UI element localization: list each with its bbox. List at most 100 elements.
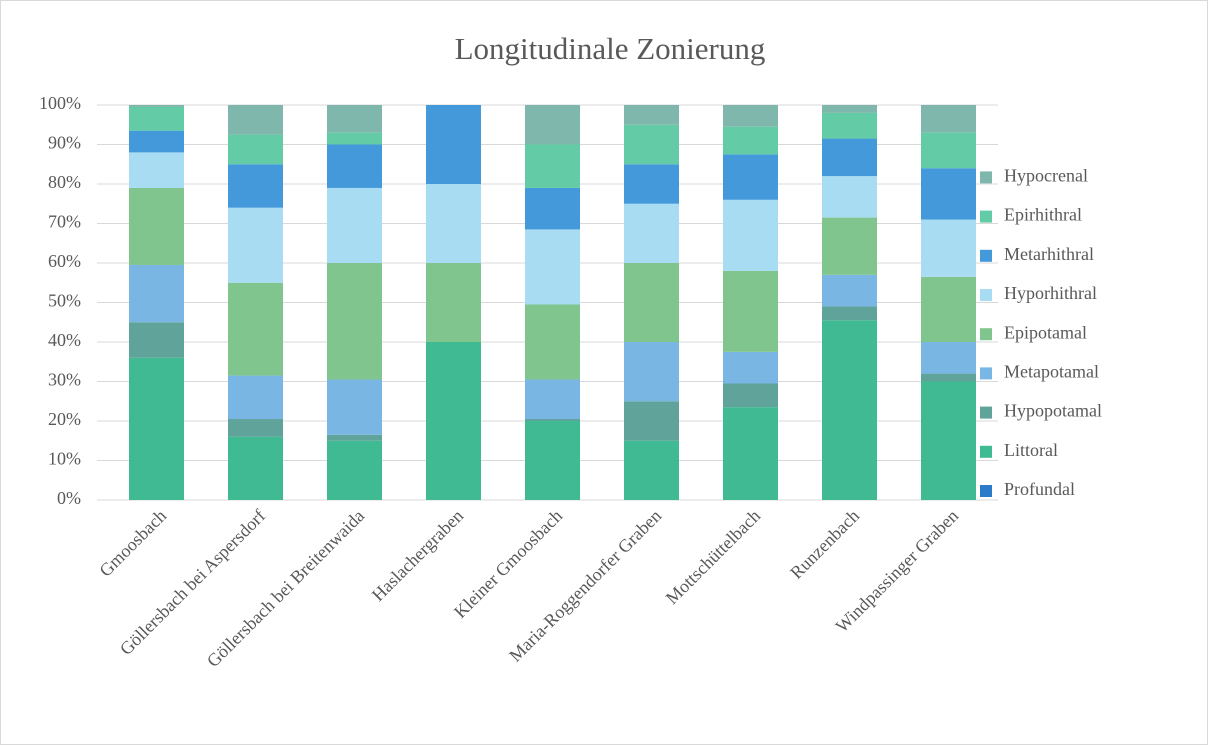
legend-label: Hypocrenal [1004, 166, 1088, 186]
bar-segment [723, 351, 778, 384]
bar-segment [327, 187, 382, 263]
bar-segment [327, 105, 382, 133]
bar-segment [921, 373, 976, 382]
bar-segment [921, 219, 976, 277]
legend-swatch [980, 171, 992, 184]
bar-segment [525, 144, 580, 188]
bar-segment [327, 434, 382, 441]
bar-segment [426, 184, 481, 263]
bar-segment [129, 106, 184, 131]
bar-segment [723, 105, 778, 127]
bar-segment [624, 342, 679, 402]
bar-segment [723, 154, 778, 200]
bar-segment [228, 419, 283, 437]
bar-segment [921, 132, 976, 169]
bar-segment [327, 440, 382, 500]
bar-segment [822, 176, 877, 218]
bar-segment [129, 105, 184, 107]
legend-label: Hyporhithral [1004, 283, 1097, 303]
legend-swatch [980, 210, 992, 223]
bar-segment [624, 401, 679, 441]
legend-swatch [980, 249, 992, 262]
bar-segment [921, 168, 976, 220]
bar-segment [624, 105, 679, 125]
bar-segment [228, 282, 283, 376]
bar-segment [921, 105, 976, 133]
legend-label: Profundal [1004, 479, 1075, 499]
chart-title: Longitudinale Zonierung [455, 31, 766, 66]
bar-segment [129, 187, 184, 265]
legend-swatch [980, 367, 992, 380]
bar-segment [723, 407, 778, 500]
bar-segment [822, 274, 877, 307]
bar-segment [921, 381, 976, 500]
y-tick-label: 70% [48, 212, 81, 232]
bar-segment [624, 263, 679, 342]
bar-segment [228, 164, 283, 208]
bar-segment [723, 383, 778, 408]
y-tick-label: 80% [48, 172, 81, 192]
bar-segment [129, 152, 184, 188]
y-tick-label: 20% [48, 409, 81, 429]
bar-segment [624, 124, 679, 165]
bar-segment [822, 138, 877, 177]
bar-segment [723, 199, 778, 271]
legend-label: Metarhithral [1004, 244, 1094, 264]
bar-segment [327, 132, 382, 145]
bar-segment [525, 304, 580, 380]
bar-segment [921, 342, 976, 374]
bar-segment [228, 436, 283, 500]
bar-segment [228, 105, 283, 135]
y-tick-label: 50% [48, 291, 81, 311]
bar-segment [822, 320, 877, 500]
bar-segment [129, 357, 184, 500]
bar-segment [327, 144, 382, 188]
bar-segment [525, 379, 580, 420]
bar-segment [525, 229, 580, 305]
legend-swatch [980, 485, 992, 497]
y-tick-label: 90% [48, 133, 81, 153]
bar-segment [723, 126, 778, 155]
bar-segment [624, 164, 679, 204]
legend-label: Epirhithral [1004, 205, 1082, 225]
y-tick-label: 10% [48, 449, 81, 469]
y-tick-label: 60% [48, 251, 81, 271]
legend-label: Metapotamal [1004, 362, 1099, 382]
bar-segment [921, 276, 976, 342]
bar-segment [129, 264, 184, 323]
bar-segment [426, 263, 481, 342]
bar-segment [723, 270, 778, 352]
legend-swatch [980, 289, 992, 301]
bar-segment [129, 322, 184, 358]
bar-segment [525, 421, 580, 500]
bar-segment [624, 203, 679, 263]
legend-label: Littoral [1004, 440, 1058, 460]
bar-segment [822, 105, 877, 113]
legend-swatch [980, 328, 992, 341]
y-tick-label: 30% [48, 370, 81, 390]
bar-segment [327, 263, 382, 380]
y-tick-label: 0% [57, 488, 81, 508]
y-tick-label: 100% [39, 93, 81, 113]
bar-segment [822, 112, 877, 139]
bar-segment [525, 187, 580, 230]
y-tick-label: 40% [48, 330, 81, 350]
bar-segment [228, 375, 283, 420]
bar-segment [525, 419, 580, 421]
bar-segment [228, 207, 283, 283]
legend-label: Epipotamal [1004, 322, 1087, 342]
legend-swatch [980, 445, 992, 458]
bar-segment [327, 379, 382, 435]
legend-swatch [980, 406, 992, 419]
legend-label: Hypopotamal [1004, 401, 1102, 421]
bar-segment [426, 342, 481, 500]
bar-segment [822, 217, 877, 275]
bar-segment [228, 134, 283, 165]
bar-segment [822, 306, 877, 321]
bar-segment [426, 105, 481, 184]
bar-segment [624, 440, 679, 500]
bar-segment [129, 130, 184, 153]
bar-segment [525, 105, 580, 145]
